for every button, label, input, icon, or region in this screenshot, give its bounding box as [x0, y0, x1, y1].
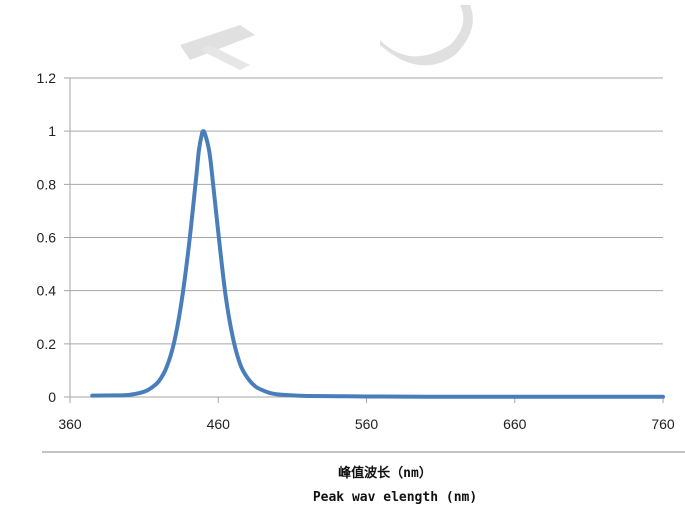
y-tick-label: 1 [48, 123, 56, 139]
x-tick-label: 660 [503, 416, 527, 432]
watermark [180, 5, 473, 70]
y-tick-label: 0.4 [37, 283, 57, 299]
y-tick-label: 0.8 [37, 176, 57, 192]
y-tick-label: 0 [48, 389, 56, 405]
x-axis-label: Peak wav elength (nm) [313, 490, 477, 505]
y-axis-ticks: 0 0.2 0.4 0.6 0.8 1 1.2 [37, 70, 57, 405]
y-tick-label: 0.2 [37, 336, 57, 352]
x-tick-label: 760 [651, 416, 675, 432]
x-tick-label: 360 [58, 416, 82, 432]
y-tick-label: 0.6 [37, 230, 57, 246]
x-tick-label: 460 [207, 416, 231, 432]
x-axis-ticks: 360 460 560 660 760 [58, 397, 675, 432]
gridlines [64, 77, 663, 398]
x-tick-label: 560 [355, 416, 379, 432]
y-tick-label: 1.2 [37, 70, 57, 86]
x-axis-label-cn: 峰值波长（nm） [338, 465, 432, 481]
spectrum-series-line [90, 129, 665, 399]
